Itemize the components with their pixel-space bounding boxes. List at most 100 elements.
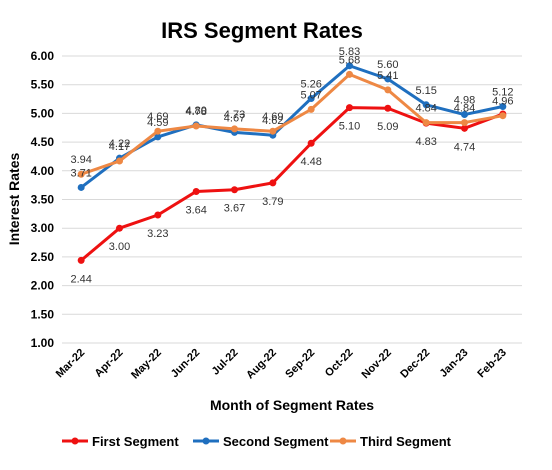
x-tick-label: May-22 (129, 347, 164, 382)
x-tick-label: Dec-22 (398, 347, 432, 381)
data-label: 4.83 (415, 136, 436, 148)
data-label: 4.69 (147, 111, 168, 123)
y-tick-label: 2.00 (31, 279, 55, 293)
y-tick-label: 2.50 (31, 250, 55, 264)
y-tick-label: 3.50 (31, 193, 55, 207)
data-label: 2.44 (70, 273, 91, 285)
data-label: 5.15 (415, 85, 436, 97)
legend-label: Third Segment (360, 434, 452, 449)
data-label: 5.07 (300, 89, 321, 101)
data-label: 4.80 (185, 105, 206, 117)
x-axis-ticks: Mar-22 Apr-22 May-22 Jun-22 Jul-22 Aug-22 Sep-… (54, 347, 509, 382)
x-tick-label: Aug-22 (244, 347, 279, 382)
series-line-2 (80, 64, 504, 189)
data-label: 4.96 (492, 96, 513, 108)
y-tick-label: 1.00 (31, 336, 55, 350)
data-labels: 2.44 3.00 3.23 3.64 3.67 3.79 4.48 5.10 5.09 4.83… (70, 46, 513, 286)
data-point (499, 103, 507, 111)
x-tick-label: Jun-22 (169, 347, 203, 381)
legend-marker (339, 437, 347, 445)
data-label: 5.26 (300, 78, 321, 90)
data-point (154, 127, 162, 135)
data-label: 4.69 (262, 111, 283, 123)
data-point (461, 119, 468, 127)
series-line-3 (80, 72, 504, 176)
legend-label: First Segment (92, 434, 179, 449)
x-tick-label: Feb-23 (475, 347, 509, 381)
data-label: 5.09 (377, 121, 398, 133)
data-point (499, 112, 507, 120)
data-point (384, 75, 392, 83)
data-label: 4.67 (224, 112, 245, 124)
x-tick-label: Jan-23 (437, 347, 470, 380)
data-point (231, 125, 238, 133)
data-point (269, 127, 277, 135)
data-point (77, 170, 85, 178)
y-tick-label: 4.00 (31, 164, 55, 178)
data-label: 3.67 (224, 203, 245, 215)
legend-label: Second Segment (223, 434, 329, 449)
x-tick-label: Apr-22 (92, 347, 125, 380)
data-label: 4.84 (415, 103, 436, 115)
data-point (307, 94, 315, 102)
data-label: 4.59 (147, 117, 168, 129)
data-point (384, 86, 392, 94)
y-tick-label: 3.00 (31, 221, 55, 235)
data-label: 4.84 (454, 103, 475, 115)
data-point (154, 211, 162, 219)
data-label: 5.60 (377, 59, 398, 71)
data-label: 4.48 (300, 156, 321, 168)
x-tick-label: Mar-22 (54, 347, 88, 381)
data-point (77, 183, 85, 191)
data-label: 4.78 (185, 106, 206, 118)
x-tick-label: Sep-22 (283, 347, 317, 381)
data-point (269, 179, 277, 187)
data-label: 5.83 (339, 46, 360, 58)
data-label: 5.10 (339, 121, 360, 133)
y-axis-ticks: 1.00 1.50 2.00 2.50 3.00 3.50 4.00 4.50 5.00 5.50… (31, 49, 55, 350)
data-label: 5.68 (339, 54, 360, 66)
y-tick-label: 5.00 (31, 106, 55, 120)
data-point (192, 187, 200, 195)
data-label: 5.41 (377, 70, 398, 82)
data-label: 3.94 (70, 154, 91, 166)
legend-marker (71, 437, 79, 445)
data-point (116, 224, 123, 232)
y-tick-label: 5.50 (31, 78, 55, 92)
gridlines (62, 55, 522, 344)
data-point (346, 104, 353, 112)
series-line-1 (80, 106, 504, 262)
legend-marker (202, 437, 210, 445)
y-tick-label: 6.00 (31, 49, 55, 63)
legend: First Segment Second Segment Third Segment (62, 434, 452, 449)
data-point (422, 101, 430, 109)
series-layer (77, 62, 507, 264)
data-point (154, 133, 162, 141)
y-axis-label: Interest Rates (6, 152, 22, 245)
data-point (77, 256, 85, 264)
data-point (461, 111, 468, 119)
data-label: 3.79 (262, 196, 283, 208)
chart-title: IRS Segment Rates (161, 18, 363, 43)
data-label: 4.74 (454, 141, 475, 153)
data-label: 3.71 (70, 167, 91, 179)
data-point (346, 62, 353, 70)
x-tick-label: Oct-22 (323, 347, 356, 380)
data-label: 4.62 (262, 115, 283, 127)
data-point (231, 186, 238, 194)
data-point (346, 70, 353, 78)
x-axis-label: Month of Segment Rates (210, 397, 374, 413)
data-label: 4.17 (109, 141, 130, 153)
x-tick-label: Nov-22 (360, 347, 394, 381)
data-label: 4.98 (454, 95, 475, 107)
data-label: 5.12 (492, 87, 513, 99)
data-point (116, 157, 123, 165)
data-label: 3.00 (109, 241, 130, 253)
data-label: 4.22 (109, 138, 130, 150)
x-tick-label: Jul-22 (210, 347, 241, 378)
data-point (307, 139, 315, 147)
data-point (384, 104, 392, 112)
y-tick-label: 4.50 (31, 135, 55, 149)
